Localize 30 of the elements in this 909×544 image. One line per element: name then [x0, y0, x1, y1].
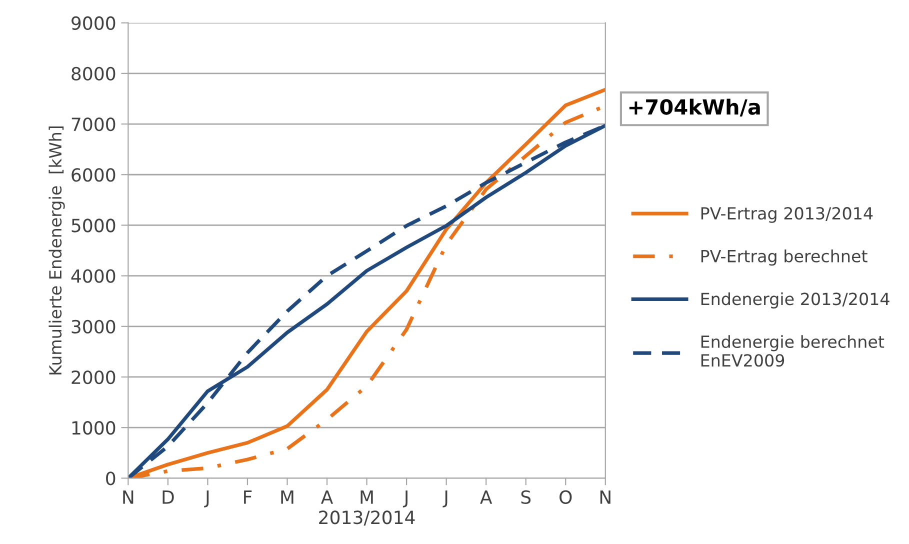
- x-tick-label: N: [123, 490, 134, 504]
- x-tick-label: F: [244, 490, 252, 504]
- x-axis-title: 2013/2014: [319, 510, 415, 526]
- x-tick-label: M: [360, 490, 373, 504]
- y-tick-label: 3000: [72, 320, 116, 334]
- x-tick-label: O: [560, 490, 572, 504]
- legend-label: Endenergie berechnet EnEV2009: [701, 335, 884, 367]
- x-tick-label: N: [600, 490, 610, 504]
- text: +704kWh/a: [629, 98, 760, 116]
- legend-label: PV-Ertrag berechnet: [701, 250, 868, 266]
- x-tick-label: S: [521, 490, 531, 504]
- x-tick-label: A: [480, 490, 492, 504]
- y-tick-label: 5000: [72, 218, 116, 232]
- legend-label: Endenergie 2013/2014: [701, 292, 890, 308]
- x-tick-label: J: [204, 490, 209, 508]
- y-tick-label: 0: [106, 472, 116, 486]
- x-tick-label: D: [162, 490, 174, 504]
- x-tick-label: J: [402, 490, 408, 508]
- y-axis-title: Kumulierte Endenergie [kWh]: [48, 126, 65, 374]
- x-tick-label: M: [281, 490, 294, 504]
- y-tick-label: 7000: [72, 117, 116, 132]
- y-tick-label: 2000: [72, 370, 116, 384]
- y-tick-label: 4000: [71, 269, 116, 283]
- x-tick-label: A: [320, 490, 334, 504]
- legend-label: PV-Ertrag 2013/2014: [701, 207, 873, 223]
- y-tick-label: 8000: [72, 66, 116, 81]
- x-tick-label: J: [442, 490, 448, 508]
- y-tick-label: 9000: [72, 16, 116, 30]
- y-tick-label: 1000: [72, 421, 116, 435]
- y-tick-label: 6000: [72, 168, 116, 182]
